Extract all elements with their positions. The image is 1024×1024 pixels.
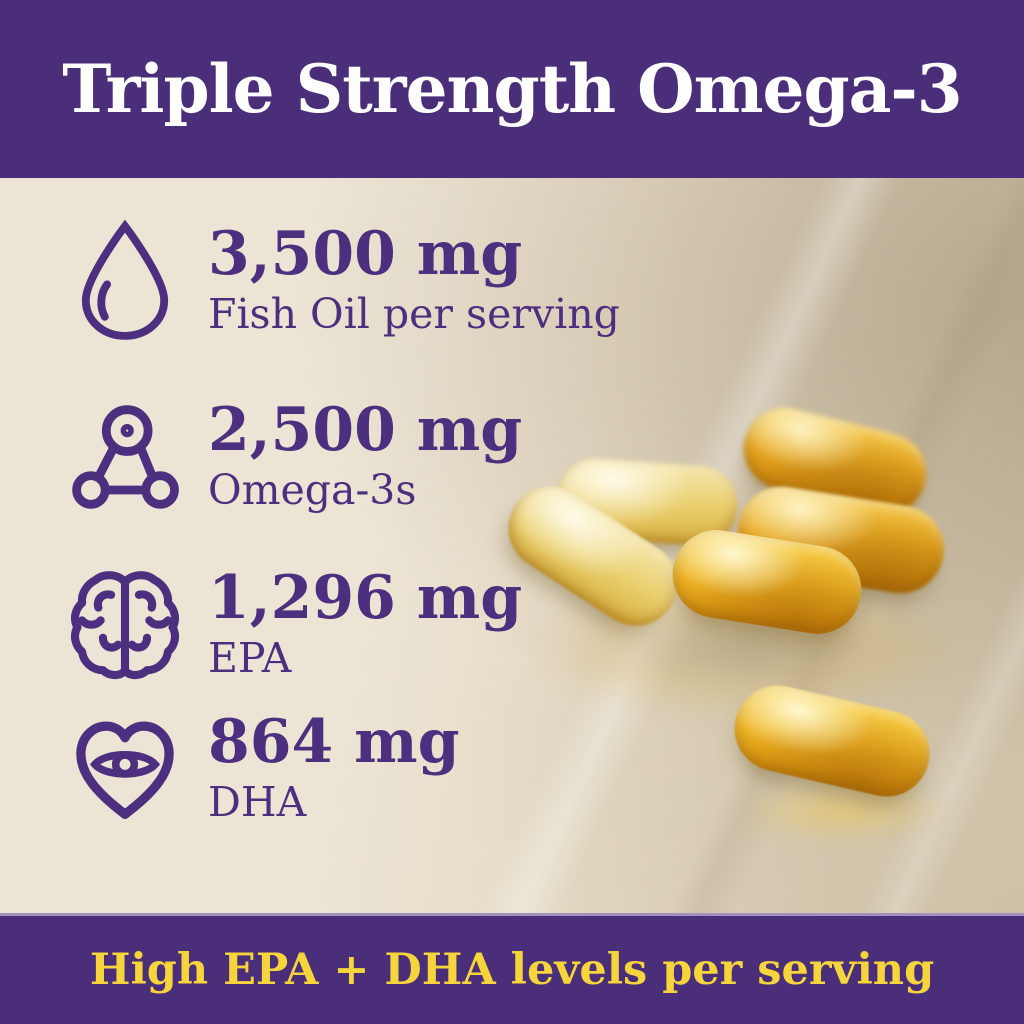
- stat-text: 2,500 mg Omega-3s: [208, 400, 522, 514]
- molecule-icon: [62, 394, 188, 520]
- stat-value: 1,296 mg: [208, 562, 523, 633]
- stat-fish-oil: 3,500 mg Fish Oil per serving: [62, 218, 620, 344]
- water-drop-icon: [62, 218, 188, 344]
- stat-label: DHA: [208, 777, 307, 826]
- footer-banner: High EPA + DHA levels per serving: [0, 913, 1024, 1024]
- footer-tagline: High EPA + DHA levels per serving: [89, 945, 935, 995]
- stat-text: 3,500 mg Fish Oil per serving: [208, 224, 620, 338]
- stat-value: 3,500 mg: [208, 218, 523, 289]
- stat-label: Fish Oil per serving: [208, 289, 620, 338]
- stat-text: 864 mg DHA: [208, 712, 460, 826]
- stat-omega-3s: 2,500 mg Omega-3s: [62, 394, 522, 520]
- stat-dha: 864 mg DHA: [62, 706, 460, 832]
- heart-eye-icon: [62, 706, 188, 832]
- page-title: Triple Strength Omega-3: [62, 50, 962, 128]
- brain-icon: [62, 562, 188, 688]
- stat-label: EPA: [208, 633, 292, 682]
- stat-epa: 1,296 mg EPA: [62, 562, 522, 688]
- header-banner: Triple Strength Omega-3: [0, 0, 1024, 178]
- stat-label: Omega-3s: [208, 465, 417, 514]
- stat-text: 1,296 mg EPA: [208, 568, 522, 682]
- photo-section: 3,500 mg Fish Oil per serving: [0, 178, 1024, 913]
- stat-value: 2,500 mg: [208, 394, 523, 465]
- stat-value: 864 mg: [208, 706, 460, 777]
